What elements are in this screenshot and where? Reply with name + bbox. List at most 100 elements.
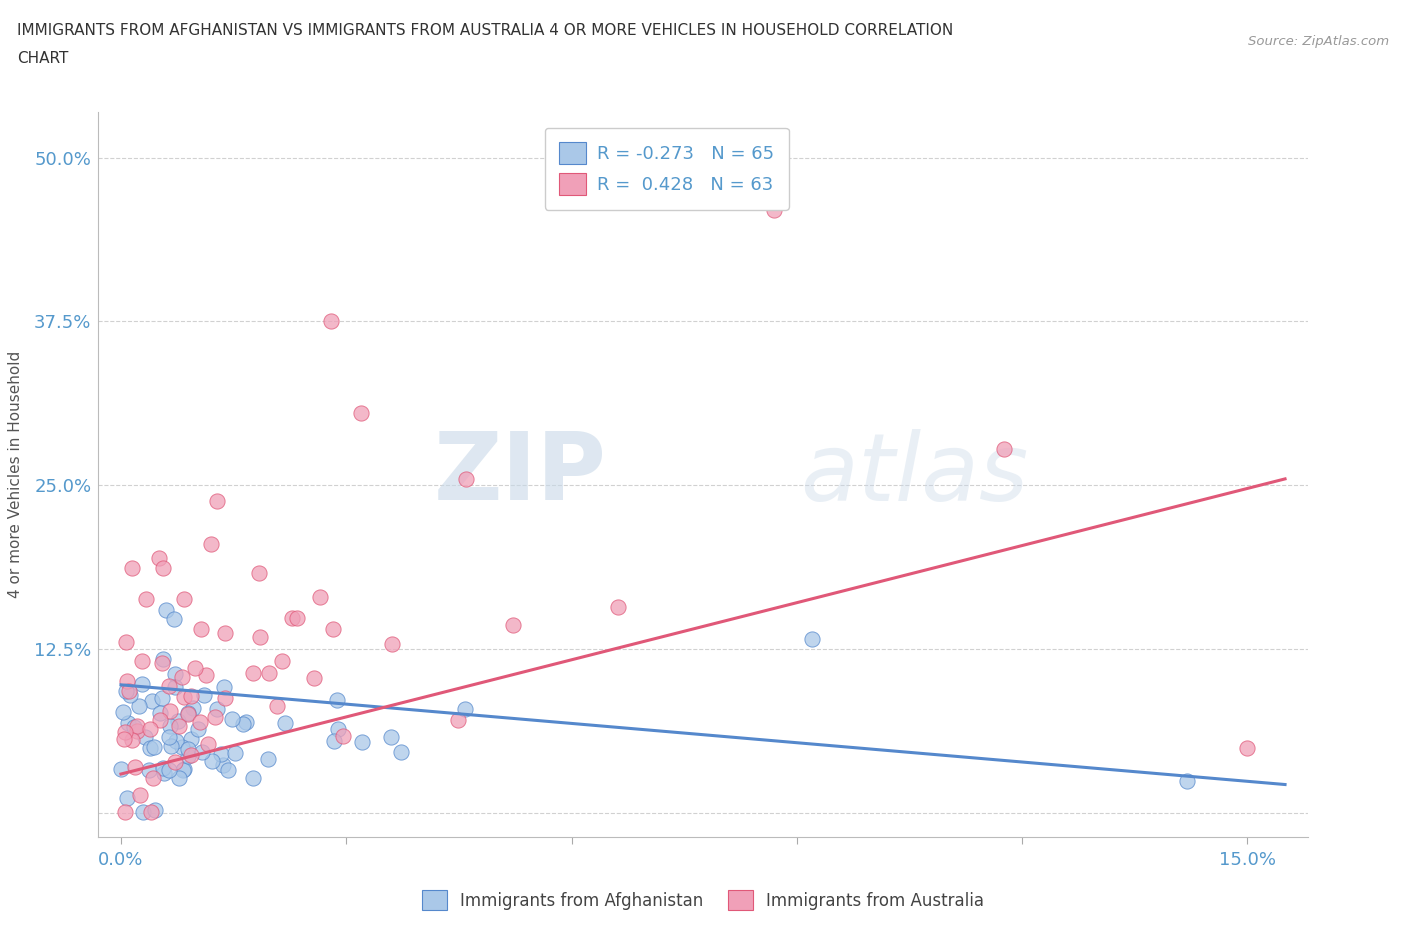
Point	[180, 732, 202, 747]
Point	[326, 721, 349, 736]
Point	[152, 561, 174, 576]
Point	[165, 733, 187, 748]
Point	[1236, 740, 1258, 755]
Point	[232, 717, 254, 732]
Point	[214, 691, 236, 706]
Point	[142, 771, 165, 786]
Point	[110, 762, 132, 777]
Point	[152, 651, 174, 666]
Point	[112, 705, 135, 720]
Y-axis label: 4 or more Vehicles in Household: 4 or more Vehicles in Household	[8, 351, 22, 598]
Point	[125, 724, 148, 738]
Point	[800, 631, 823, 646]
Point	[165, 667, 187, 682]
Point	[149, 705, 172, 720]
Point	[169, 770, 191, 785]
Point	[131, 653, 153, 668]
Point	[131, 677, 153, 692]
Point	[114, 724, 136, 739]
Point	[131, 804, 153, 819]
Text: CHART: CHART	[17, 51, 69, 66]
Point	[389, 744, 412, 759]
Point	[166, 714, 188, 729]
Point	[163, 754, 186, 769]
Point	[141, 804, 163, 819]
Point	[221, 711, 243, 726]
Point	[157, 763, 180, 777]
Point	[143, 739, 166, 754]
Point	[242, 771, 264, 786]
Point	[128, 698, 150, 713]
Point	[121, 733, 143, 748]
Point	[194, 667, 217, 682]
Point	[281, 611, 304, 626]
Point	[193, 688, 215, 703]
Point	[209, 747, 232, 762]
Point	[169, 719, 191, 734]
Point	[115, 790, 138, 805]
Point	[285, 611, 308, 626]
Text: atlas: atlas	[800, 429, 1028, 520]
Point	[160, 738, 183, 753]
Point	[149, 712, 172, 727]
Point	[200, 537, 222, 551]
Point	[274, 716, 297, 731]
Point	[266, 698, 288, 713]
Point	[323, 733, 346, 748]
Point	[322, 621, 344, 636]
Point	[224, 746, 246, 761]
Point	[191, 744, 214, 759]
Point	[201, 753, 224, 768]
Point	[270, 654, 292, 669]
Point	[118, 684, 141, 698]
Point	[1177, 773, 1199, 788]
Point	[135, 591, 157, 606]
Point	[447, 712, 470, 727]
Point	[188, 714, 211, 729]
Text: IMMIGRANTS FROM AFGHANISTAN VS IMMIGRANTS FROM AUSTRALIA 4 OR MORE VEHICLES IN H: IMMIGRANTS FROM AFGHANISTAN VS IMMIGRANT…	[17, 23, 953, 38]
Point	[502, 618, 524, 632]
Point	[993, 442, 1015, 457]
Point	[129, 787, 152, 802]
Point	[139, 741, 162, 756]
Point	[207, 702, 229, 717]
Point	[217, 763, 239, 777]
Point	[380, 729, 402, 744]
Point	[212, 758, 235, 773]
Point	[207, 494, 229, 509]
Point	[204, 710, 226, 724]
Point	[235, 714, 257, 729]
Point	[309, 590, 332, 604]
Point	[150, 691, 173, 706]
Point	[125, 718, 148, 733]
Point	[176, 741, 198, 756]
Point	[242, 665, 264, 680]
Point	[172, 670, 194, 684]
Point	[214, 625, 236, 640]
Point	[173, 591, 195, 606]
Text: ZIP: ZIP	[433, 429, 606, 520]
Point	[214, 680, 236, 695]
Point	[326, 693, 349, 708]
Point	[180, 748, 202, 763]
Point	[138, 763, 160, 777]
Point	[454, 702, 477, 717]
Point	[332, 729, 354, 744]
Point	[117, 716, 139, 731]
Point	[121, 561, 143, 576]
Point	[165, 680, 187, 695]
Point	[134, 730, 156, 745]
Point	[606, 600, 628, 615]
Point	[173, 689, 195, 704]
Point	[763, 203, 786, 218]
Point	[172, 763, 194, 777]
Point	[124, 760, 146, 775]
Point	[173, 762, 195, 777]
Point	[143, 803, 166, 817]
Point	[159, 703, 181, 718]
Point	[115, 635, 138, 650]
Point	[180, 688, 202, 703]
Point	[456, 472, 478, 486]
Point	[139, 722, 162, 737]
Point	[162, 612, 184, 627]
